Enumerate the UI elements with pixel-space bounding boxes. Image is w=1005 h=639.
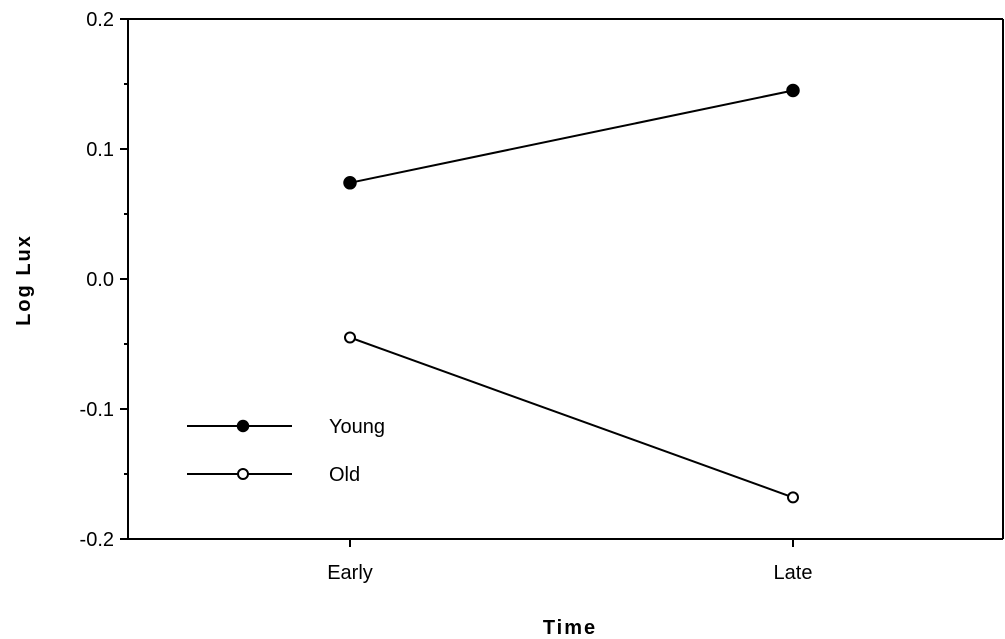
y-tick-label: 0.2 bbox=[86, 9, 114, 31]
data-point-old bbox=[787, 491, 799, 504]
legend-old-label: Old bbox=[329, 464, 360, 486]
series-line-old bbox=[349, 336, 794, 499]
legend: Young Old bbox=[187, 416, 385, 486]
y-axis-title: Log Lux bbox=[13, 234, 35, 326]
legend-young-label: Young bbox=[329, 416, 385, 438]
x-tick-label: Early bbox=[327, 562, 373, 584]
legend-young-marker bbox=[236, 419, 250, 433]
x-axis-title: Time bbox=[543, 617, 597, 639]
y-tick-label: -0.1 bbox=[80, 399, 114, 421]
series-line-young bbox=[349, 89, 794, 184]
y-tick-label: 0.1 bbox=[86, 139, 114, 161]
legend-old-marker bbox=[237, 468, 249, 480]
data-point-young bbox=[343, 176, 357, 190]
series bbox=[343, 83, 800, 504]
series-old bbox=[344, 331, 799, 504]
x-ticks: Early Late bbox=[327, 539, 812, 584]
legend-item-old: Old bbox=[187, 464, 360, 486]
data-point-old bbox=[344, 331, 356, 344]
y-tick-label: -0.2 bbox=[80, 529, 114, 551]
y-tick-label: 0.0 bbox=[86, 269, 114, 291]
data-point-young bbox=[786, 83, 800, 98]
x-tick-label: Late bbox=[774, 562, 813, 584]
legend-item-young: Young bbox=[187, 416, 385, 438]
series-young bbox=[343, 83, 800, 190]
axes bbox=[127, 18, 1004, 540]
y-ticks: -0.2 -0.1 0.0 0.1 0.2 bbox=[80, 9, 128, 551]
